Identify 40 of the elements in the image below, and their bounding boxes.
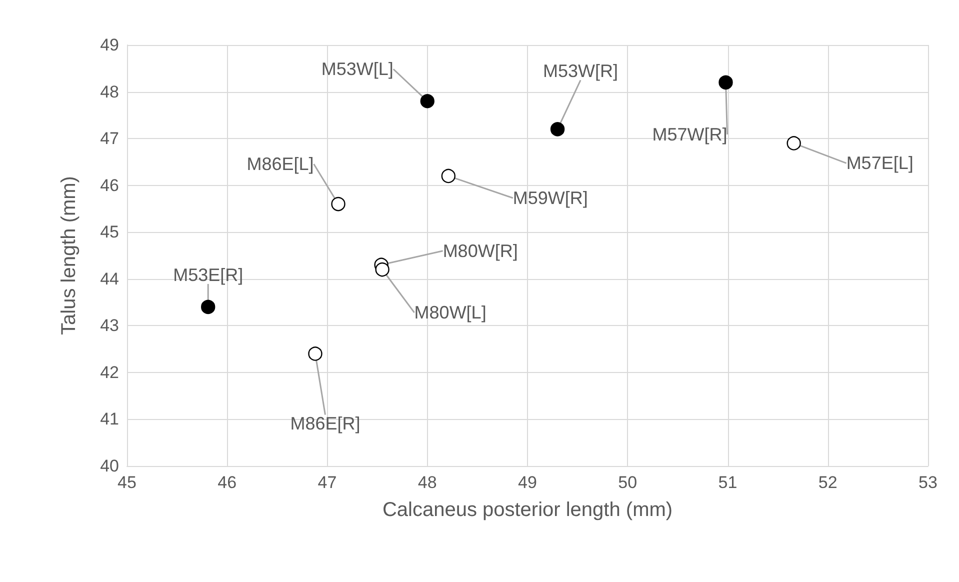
annotation: M57E[L] [846, 153, 914, 174]
annotation: M80W[R] [442, 240, 518, 261]
point [420, 94, 434, 108]
annotation: M86E[R] [290, 414, 360, 434]
point [331, 196, 346, 212]
y-tick-label: 42 [100, 362, 119, 382]
x-tick-label: 48 [418, 473, 437, 492]
x-tick-label: 52 [818, 473, 838, 492]
annotation: M53W[L] [321, 59, 394, 80]
y-tick-label: 45 [100, 222, 119, 242]
point [786, 136, 801, 150]
y-tick-label: 49 [100, 36, 119, 54]
x-tick-label: 53 [918, 473, 938, 492]
y-axis-title: Talus length (mm) [58, 176, 80, 335]
annotation: M86E[L] [246, 154, 314, 174]
point [718, 75, 733, 90]
y-tick-label: 40 [100, 456, 119, 476]
x-tick-label: 47 [318, 473, 337, 492]
y-tick-label: 43 [100, 316, 119, 336]
annotation: M53W[R] [543, 61, 618, 82]
x-tick-label: 49 [518, 473, 537, 492]
point [375, 262, 390, 277]
annotation: M80W[L] [414, 302, 486, 323]
y-tick-label: 46 [100, 176, 119, 195]
x-tick-label: 51 [718, 473, 738, 492]
point [201, 300, 216, 314]
y-tick-label: 48 [100, 82, 119, 102]
point [550, 122, 565, 136]
x-tick-label: 46 [218, 473, 237, 492]
x-tick-label: 50 [618, 473, 638, 492]
point [308, 346, 322, 361]
annotation: M53E[R] [173, 264, 244, 285]
x-axis-title: Calcaneus posterior length (mm) [382, 499, 673, 521]
annotation: M57W[R] [652, 124, 728, 144]
y-tick-label: 47 [100, 129, 119, 148]
x-tick-label: 45 [118, 473, 136, 492]
annotation: M59W[R] [512, 188, 588, 208]
y-tick-label: 41 [100, 410, 119, 429]
point [441, 168, 456, 184]
y-tick-label: 44 [100, 269, 119, 288]
